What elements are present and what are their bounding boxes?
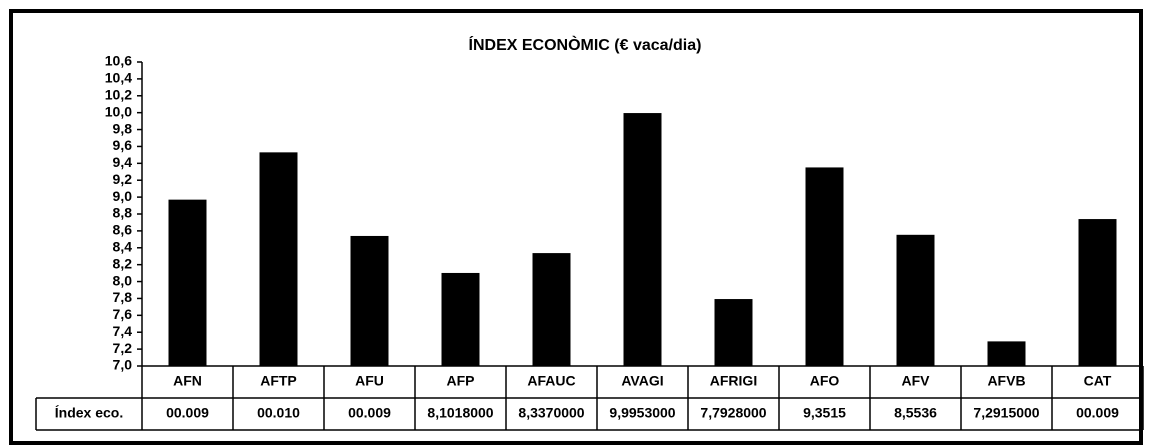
y-tick-label: 9,6	[113, 137, 133, 153]
bar	[532, 253, 571, 366]
x-tick-label: AFU	[355, 373, 384, 389]
x-tick-label: AFAUC	[527, 373, 575, 389]
y-tick-label: 10,2	[105, 86, 132, 102]
x-tick-label: AVAGI	[621, 373, 663, 389]
bar	[259, 152, 298, 366]
y-tick-label: 7,0	[113, 357, 133, 373]
x-tick-label: CAT	[1084, 373, 1112, 389]
table-cell: 9,3515	[803, 405, 846, 421]
y-tick-label: 7,8	[113, 289, 133, 305]
x-tick-label: AFP	[447, 373, 475, 389]
bar	[623, 113, 662, 366]
table-cell: 8,1018000	[427, 405, 493, 421]
x-tick-label: AFO	[810, 373, 840, 389]
y-tick-label: 10,6	[105, 53, 132, 69]
x-tick-label: AFV	[902, 373, 931, 389]
bar	[350, 235, 389, 366]
y-tick-label: 8,6	[113, 222, 133, 238]
x-tick-label: AFTP	[260, 373, 297, 389]
bar	[896, 234, 935, 366]
bar	[168, 199, 207, 366]
y-tick-label: 7,6	[113, 306, 133, 322]
table-cell: 00.010	[257, 405, 300, 421]
chart-title: ÍNDEX ECONÒMIC (€ vaca/dia)	[469, 35, 702, 54]
bar	[805, 167, 844, 366]
y-tick-label: 8,0	[113, 272, 133, 288]
x-tick-label: AFN	[173, 373, 202, 389]
y-tick-label: 9,2	[113, 171, 133, 187]
y-tick-label: 9,8	[113, 120, 133, 136]
y-tick-label: 10,4	[105, 70, 132, 86]
table-cell: 00.009	[1076, 405, 1119, 421]
table-cell: 8,3370000	[518, 405, 584, 421]
table-cell: 00.009	[348, 405, 391, 421]
bar	[987, 341, 1026, 366]
y-tick-label: 8,2	[113, 255, 133, 271]
bar	[1078, 219, 1117, 366]
y-tick-label: 9,0	[113, 188, 133, 204]
table-cell: 7,2915000	[973, 405, 1039, 421]
y-tick-label: 7,2	[113, 340, 133, 356]
table-row-label: Índex eco.	[55, 405, 123, 421]
table-cell: 7,7928000	[700, 405, 766, 421]
y-tick-label: 8,8	[113, 205, 133, 221]
y-tick-label: 10,0	[105, 103, 132, 119]
table-cell: 9,9953000	[609, 405, 675, 421]
table-cell: 8,5536	[894, 405, 937, 421]
table-cell: 00.009	[166, 405, 209, 421]
bar	[714, 299, 753, 366]
bar	[441, 272, 480, 366]
y-tick-label: 8,4	[113, 238, 133, 254]
y-tick-label: 9,4	[113, 154, 133, 170]
x-tick-label: AFRIGI	[710, 373, 757, 389]
x-tick-label: AFVB	[987, 373, 1025, 389]
y-tick-label: 7,4	[113, 323, 133, 339]
